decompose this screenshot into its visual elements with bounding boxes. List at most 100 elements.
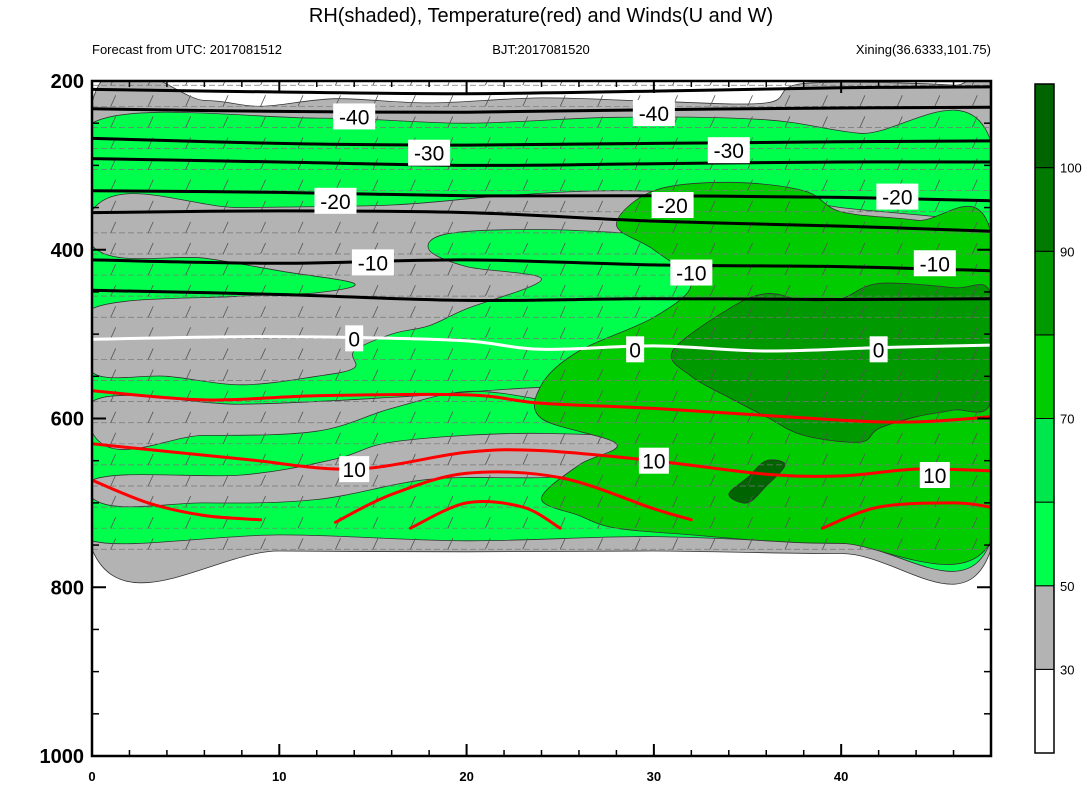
temperature-contour--30 xyxy=(92,136,991,147)
wind-barb xyxy=(297,158,304,170)
wind-barb xyxy=(934,200,941,212)
wind-barb xyxy=(222,538,229,550)
colorbar-tick-label: 30 xyxy=(1060,662,1074,677)
wind-barb xyxy=(447,327,454,339)
wind-barb xyxy=(971,95,978,107)
contour-label-group: 0 xyxy=(345,325,364,352)
wind-barb xyxy=(822,411,828,423)
wind-barb xyxy=(672,495,678,508)
contour-label-box xyxy=(333,103,376,130)
wind-barb xyxy=(597,306,604,318)
wind-barb xyxy=(222,306,229,318)
wind-barb xyxy=(372,306,379,318)
wind-barb xyxy=(147,495,154,508)
wind-barb xyxy=(934,432,941,444)
wind-barb xyxy=(484,95,491,107)
wind-barb xyxy=(410,242,416,255)
wind-barb xyxy=(709,179,716,191)
wind-barb xyxy=(260,538,266,550)
wind-barb xyxy=(859,242,866,255)
wind-barb xyxy=(859,474,866,487)
colorbar-tick-label: 90 xyxy=(1060,244,1074,259)
chart-title: RH(shaded), Temperature(red) and Winds(U… xyxy=(309,5,773,27)
wind-barb xyxy=(784,179,791,191)
wind-barb xyxy=(822,284,828,297)
contour-label-box xyxy=(913,250,956,277)
wind-barb xyxy=(110,95,117,107)
wind-barb xyxy=(634,306,641,318)
wind-barb xyxy=(672,179,678,191)
wind-barb xyxy=(784,306,791,318)
wind-barb xyxy=(822,158,828,170)
wind-barb xyxy=(297,95,304,107)
wind-barb xyxy=(971,137,978,149)
wind-barb xyxy=(896,390,903,402)
contour-label-box xyxy=(339,456,370,483)
wind-barb xyxy=(784,327,791,339)
wind-barb xyxy=(672,81,675,86)
wind-barb xyxy=(297,221,304,234)
wind-barb xyxy=(447,242,454,255)
wind-barb xyxy=(747,517,753,529)
wind-barb xyxy=(260,369,266,381)
wind-barb xyxy=(147,263,154,276)
wind-barb xyxy=(410,179,416,191)
contour-label: 10 xyxy=(923,465,946,488)
wind-barb xyxy=(110,432,117,444)
wind-barb xyxy=(260,348,266,360)
wind-barb xyxy=(634,179,641,191)
wind-barb xyxy=(185,474,192,487)
wind-barb xyxy=(260,517,266,529)
wind-barb xyxy=(110,453,117,466)
contour-label-group: -20 xyxy=(314,187,357,214)
wind-barb xyxy=(297,348,304,360)
wind-barb xyxy=(896,432,903,444)
wind-barb xyxy=(147,348,154,360)
wind-barb xyxy=(597,81,601,86)
wind-barb xyxy=(784,538,791,550)
wind-barb xyxy=(484,538,491,550)
wind-barb xyxy=(859,369,866,381)
temperature-contour--40 xyxy=(92,85,991,96)
wind-barb xyxy=(559,369,566,381)
temperature-contour-10 xyxy=(408,499,562,530)
wind-barb xyxy=(185,221,192,234)
wind-barb xyxy=(971,81,975,86)
wind-barb xyxy=(934,81,938,86)
wind-barb xyxy=(410,263,416,276)
wind-barb xyxy=(559,242,566,255)
wind-barb xyxy=(822,95,828,107)
wind-barb xyxy=(784,95,791,107)
wind-barb xyxy=(971,369,978,381)
wind-barb xyxy=(260,390,266,402)
wind-barb xyxy=(260,411,266,423)
wind-barb xyxy=(672,390,678,402)
wind-barb xyxy=(896,284,903,297)
wind-barb xyxy=(971,474,978,487)
temperature-contour-0 xyxy=(92,335,991,353)
wind-barb xyxy=(222,179,229,191)
wind-barb xyxy=(484,474,491,487)
wind-barb xyxy=(971,200,978,212)
wind-barb xyxy=(372,517,379,529)
wind-barb xyxy=(185,137,192,149)
wind-barb xyxy=(559,390,566,402)
wind-barb xyxy=(185,369,192,381)
wind-barb xyxy=(110,116,117,128)
wind-barb xyxy=(522,517,529,529)
wind-barb xyxy=(822,200,828,212)
wind-barb xyxy=(559,179,566,191)
wind-barb xyxy=(110,369,117,381)
x-tick-label: 20 xyxy=(459,769,473,784)
wind-barb xyxy=(859,158,866,170)
wind-barb xyxy=(297,538,304,550)
wind-barb xyxy=(147,432,154,444)
wind-barb xyxy=(522,263,529,276)
wind-barb xyxy=(335,284,341,297)
wind-barb xyxy=(559,81,563,86)
wind-barb xyxy=(597,474,604,487)
wind-barb xyxy=(859,495,866,508)
wind-barb xyxy=(934,95,941,107)
contour-label-box xyxy=(626,336,645,363)
